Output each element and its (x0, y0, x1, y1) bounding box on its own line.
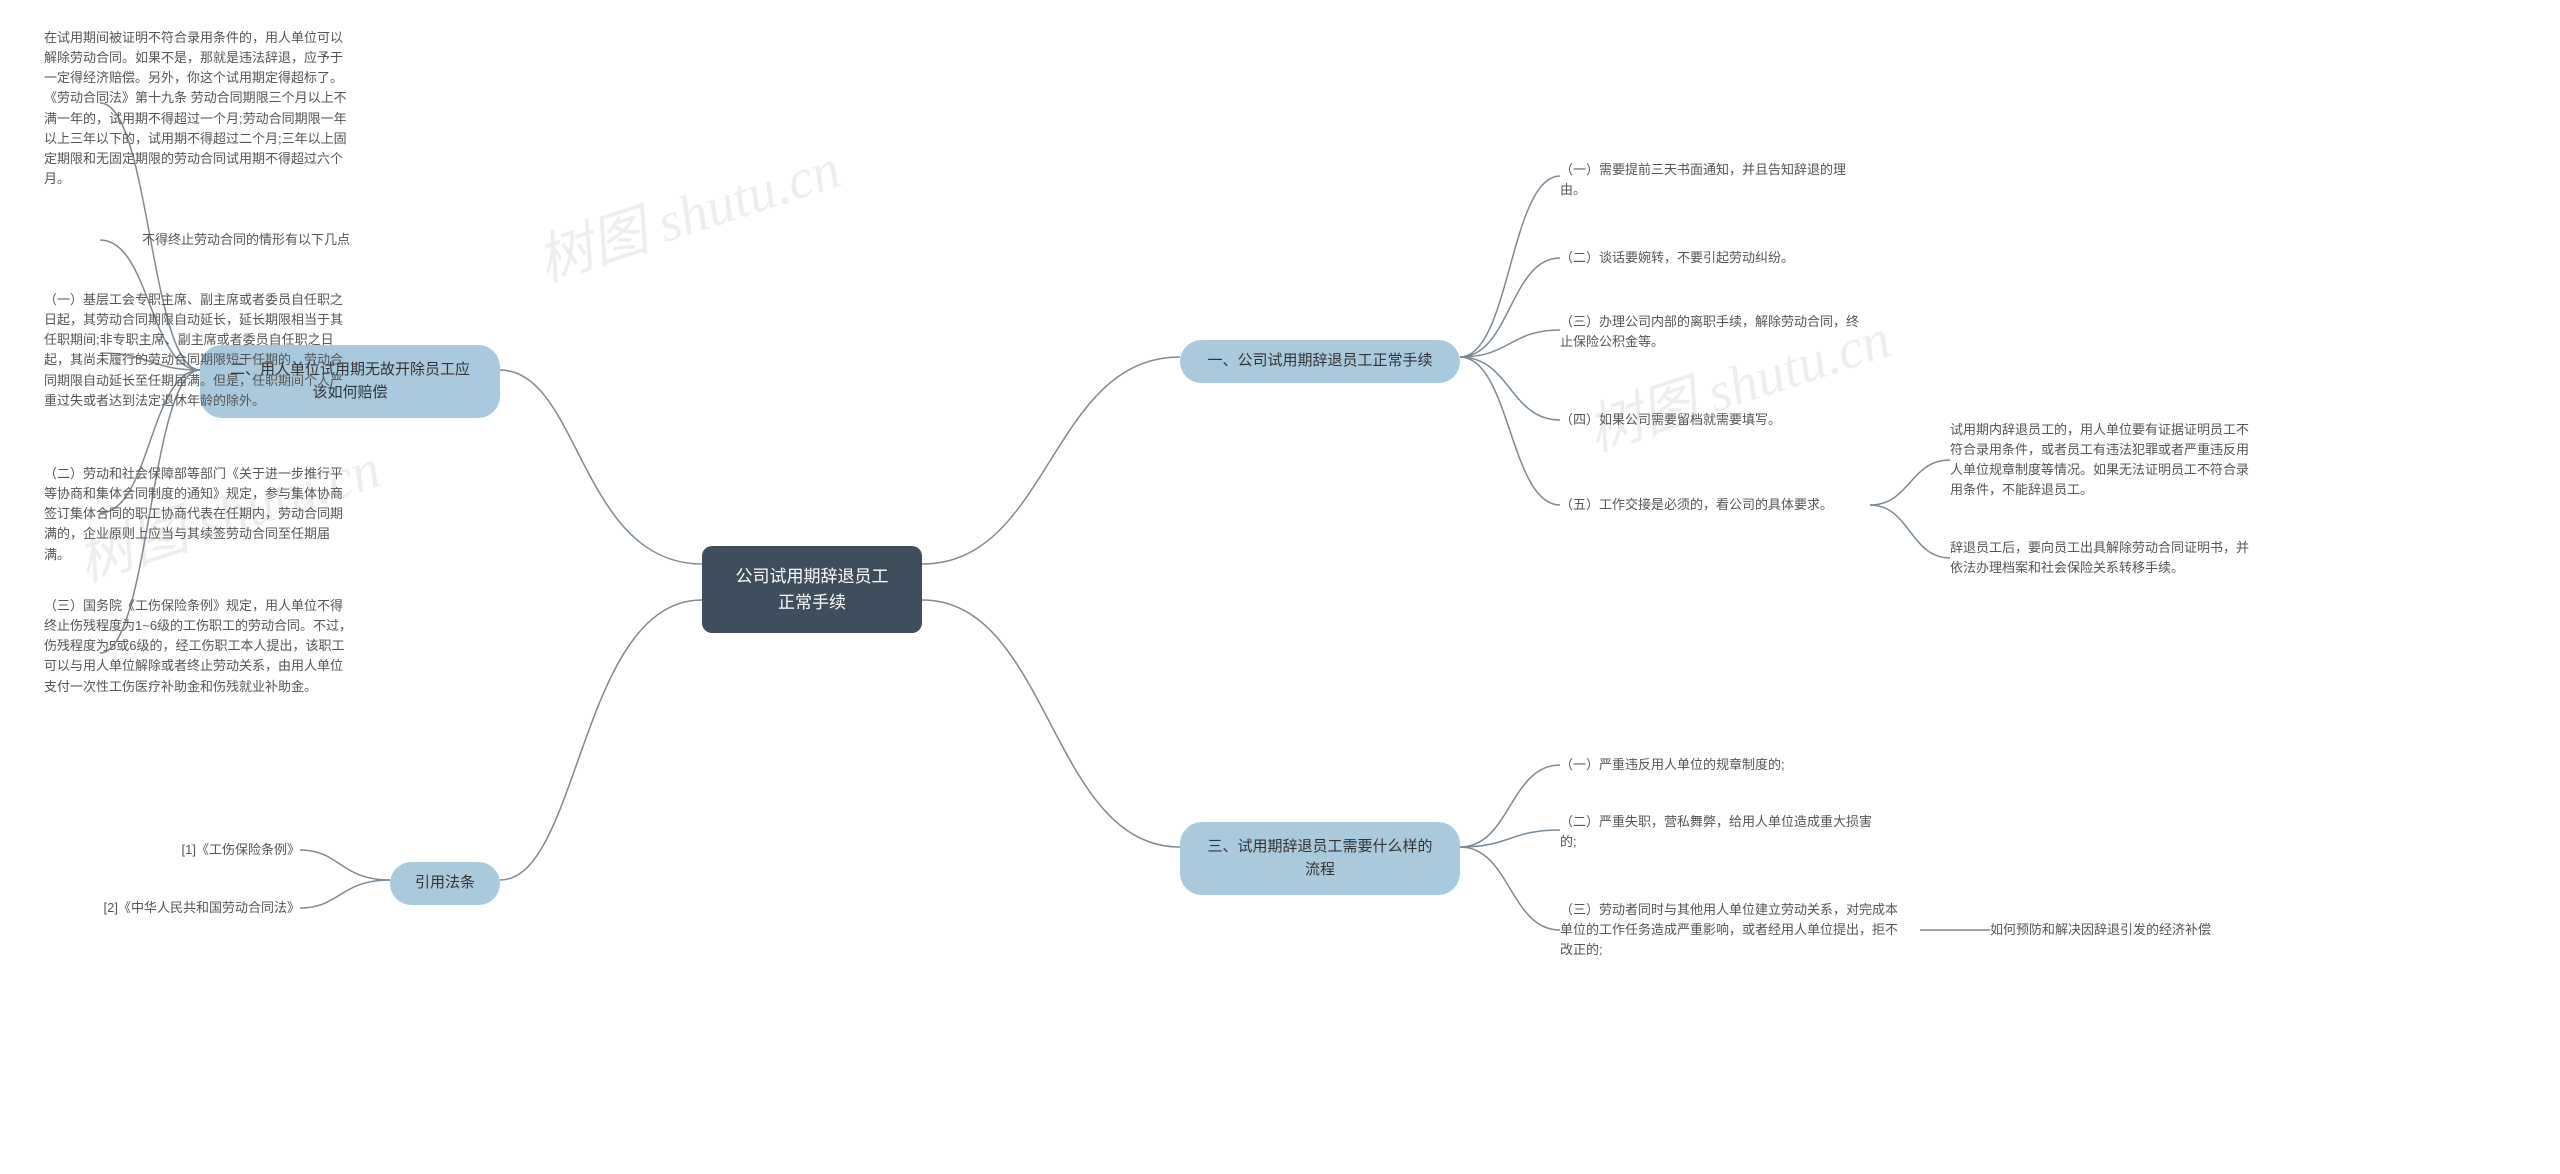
branch-2-leaf-5: （三）国务院《工伤保险条例》规定，用人单位不得终止伤残程度为1~6级的工伤职工的… (44, 596, 354, 697)
branch-1-leaf-4: （四）如果公司需要留档就需要填写。 (1560, 410, 1860, 430)
branch-1-leaf-5b: 辞退员工后，要向员工出具解除劳动合同证明书，并依法办理档案和社会保险关系转移手续… (1950, 538, 2260, 578)
branch-1-leaf-2: （二）谈话要婉转，不要引起劳动纠纷。 (1560, 248, 1860, 268)
connector-layer (0, 0, 2560, 1174)
branch-2-leaf-4: （二）劳动和社会保障部等部门《关于进一步推行平等协商和集体合同制度的通知》规定，… (44, 464, 354, 565)
branch-3: 三、试用期辞退员工需要什么样的流程 (1180, 822, 1460, 895)
branch-2-leaf-1: 在试用期间被证明不符合录用条件的，用人单位可以解除劳动合同。如果不是，那就是违法… (44, 28, 354, 189)
branch-3-leaf-2: （二）严重失职，营私舞弊，给用人单位造成重大损害的; (1560, 812, 1880, 852)
branch-4-leaf-2: [2]《中华人民共和国劳动合同法》 (90, 898, 300, 918)
watermark: 树图 shutu.cn (525, 123, 849, 297)
branch-1-leaf-1: （一）需要提前三天书面通知，并且告知辞退的理由。 (1560, 160, 1860, 200)
branch-3-leaf-3a: 如何预防和解决因辞退引发的经济补偿 (1990, 920, 2290, 940)
branch-3-leaf-3: （三）劳动者同时与其他用人单位建立劳动关系，对完成本单位的工作任务造成严重影响，… (1560, 900, 1910, 960)
branch-1-leaf-5: （五）工作交接是必须的，看公司的具体要求。 (1560, 495, 1870, 515)
branch-2-leaf-3: （一）基层工会专职主席、副主席或者委员自任职之日起，其劳动合同期限自动延长，延长… (44, 290, 354, 411)
branch-2-leaf-2: 不得终止劳动合同的情形有以下几点 (100, 230, 350, 250)
branch-1: 一、公司试用期辞退员工正常手续 (1180, 340, 1460, 383)
branch-1-leaf-5a: 试用期内辞退员工的，用人单位要有证据证明员工不符合录用条件，或者员工有违法犯罪或… (1950, 420, 2260, 501)
branch-4: 引用法条 (390, 862, 500, 905)
branch-3-leaf-1: （一）严重违反用人单位的规章制度的; (1560, 755, 1880, 775)
center-node: 公司试用期辞退员工正常手续 (702, 546, 922, 633)
branch-4-leaf-1: [1]《工伤保险条例》 (160, 840, 300, 860)
branch-1-leaf-3: （三）办理公司内部的离职手续，解除劳动合同，终止保险公积金等。 (1560, 312, 1860, 352)
